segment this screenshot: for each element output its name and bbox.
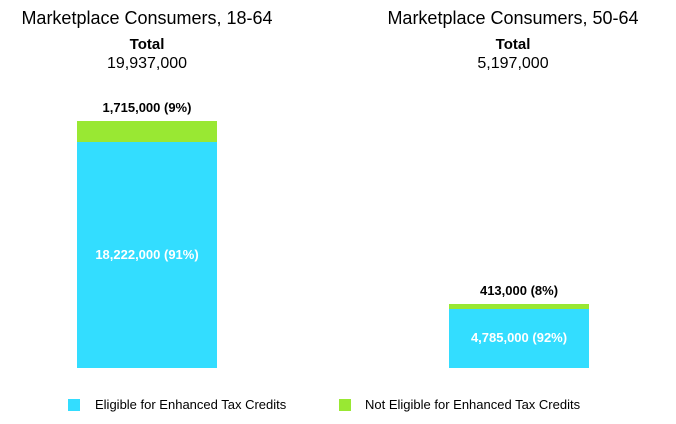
- data-label-eligible-50-64: 4,785,000 (92%): [470, 330, 568, 346]
- bar-not-eligible-50-64: [449, 303, 589, 309]
- total-value: 19,937,000: [106, 55, 188, 72]
- legend-item-eligible: Eligible for Enhanced Tax Credits: [68, 397, 286, 412]
- total-value: 5,197,000: [477, 55, 549, 72]
- chart-panel-18-64: Marketplace Consumers, 18-64 Total 19,93…: [0, 0, 297, 380]
- legend-swatch-eligible: [68, 398, 80, 411]
- legend-label: Not Eligible for Enhanced Tax Credits: [365, 397, 581, 412]
- bar-eligible-18-64: [77, 142, 217, 368]
- legend-item-not-eligible: Not Eligible for Enhanced Tax Credits: [339, 397, 580, 412]
- data-label-eligible-18-64: 18,222,000 (91%): [95, 247, 199, 263]
- chart-title: Marketplace Consumers, 50-64: [387, 8, 639, 28]
- chart-panel-50-64: Marketplace Consumers, 50-64 Total 5,197…: [363, 0, 663, 380]
- bar-eligible-50-64: [449, 308, 589, 368]
- data-label-not-eligible-50-64: 413,000 (8%): [479, 282, 559, 298]
- chart-title: Marketplace Consumers, 18-64: [21, 8, 273, 28]
- legend-swatch-not-eligible: [339, 398, 351, 411]
- data-label-not-eligible-18-64: 1,715,000 (9%): [102, 100, 192, 115]
- total-label: Total: [129, 36, 165, 53]
- bar-not-eligible-18-64: [77, 121, 217, 143]
- legend-label: Eligible for Enhanced Tax Credits: [95, 397, 287, 412]
- total-label: Total: [495, 36, 531, 53]
